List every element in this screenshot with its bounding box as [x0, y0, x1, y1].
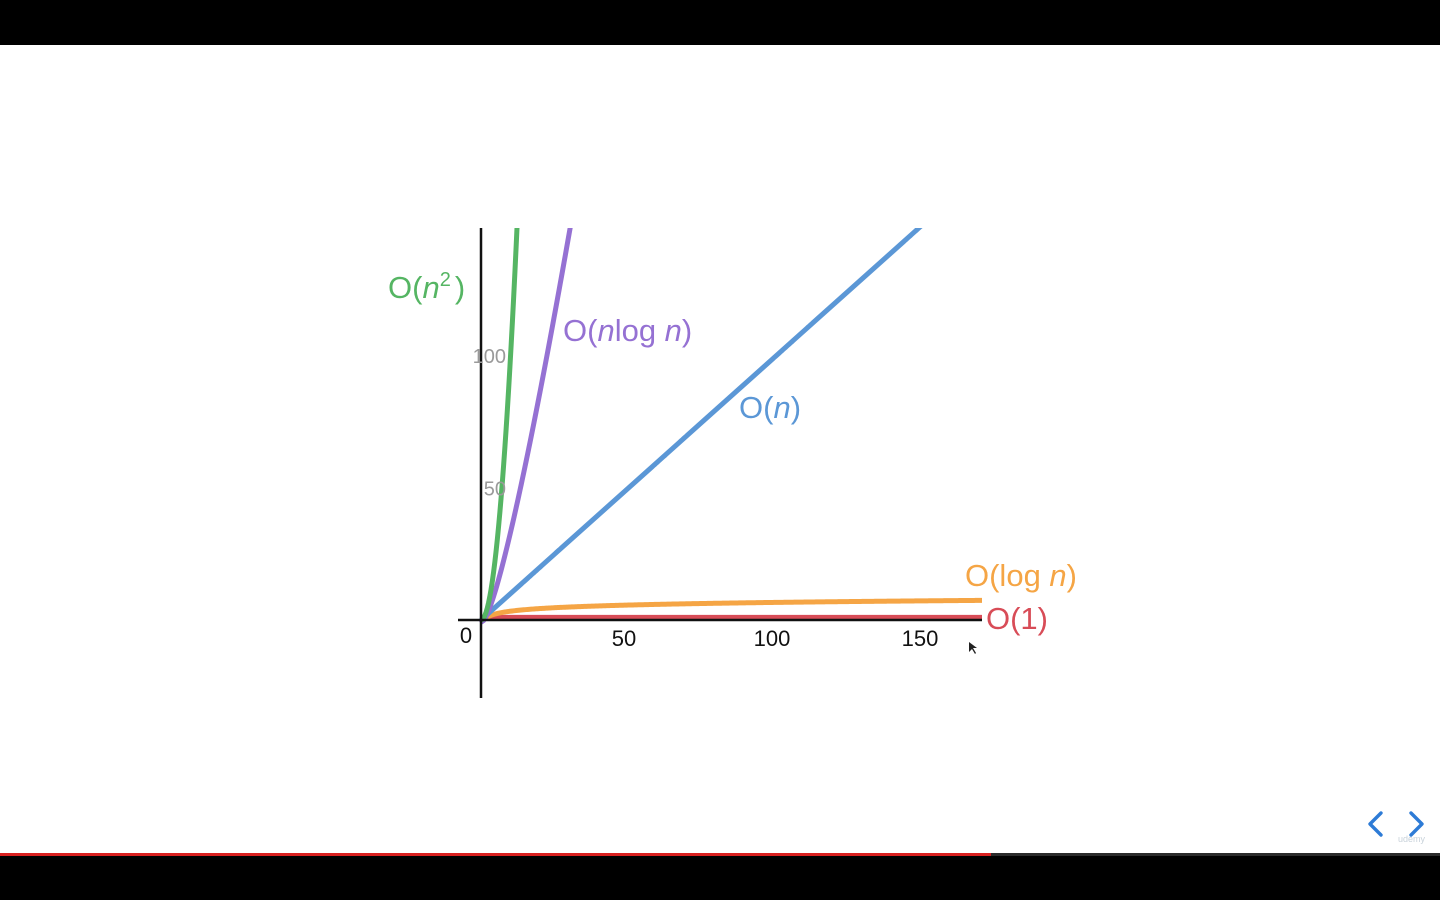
chevron-right-icon	[1409, 811, 1424, 837]
origin-label: 0	[460, 623, 472, 648]
series-label-square: O(n2)	[388, 269, 465, 305]
next-slide-button[interactable]	[1402, 808, 1430, 840]
series-line-log	[481, 597, 982, 623]
chevron-left-icon	[1368, 811, 1383, 837]
y-tick-label: 50	[484, 479, 506, 501]
series-line-linear	[479, 228, 923, 622]
x-tick-label: 150	[902, 626, 939, 651]
series-label-nlogn: O(nlog n)	[563, 313, 692, 348]
video-progress-fill	[0, 853, 991, 856]
slide-canvas: 0 50 100 150 50 100 O(n2) O(nlog n) O(n) O(log n)…	[0, 45, 1440, 853]
complexity-chart: 0 50 100 150 50 100 O(n2) O(nlog n) O(n) O(log n)…	[388, 228, 1077, 698]
prev-slide-button[interactable]	[1362, 808, 1390, 840]
x-tick-label: 50	[612, 626, 636, 651]
series-label-const: O(1)	[986, 601, 1048, 636]
player-bottom-bar	[0, 856, 1440, 900]
series-label-log: O(log n)	[965, 558, 1077, 593]
series-line-nlogn	[479, 228, 573, 625]
series-label-linear: O(n)	[739, 390, 801, 425]
udemy-watermark: udemy	[1398, 834, 1426, 844]
mouse-cursor-icon	[969, 642, 977, 654]
y-tick-label: 100	[473, 346, 506, 368]
video-progress-bar[interactable]	[0, 853, 1440, 856]
x-tick-label: 100	[754, 626, 791, 651]
series-line-square	[480, 228, 520, 623]
